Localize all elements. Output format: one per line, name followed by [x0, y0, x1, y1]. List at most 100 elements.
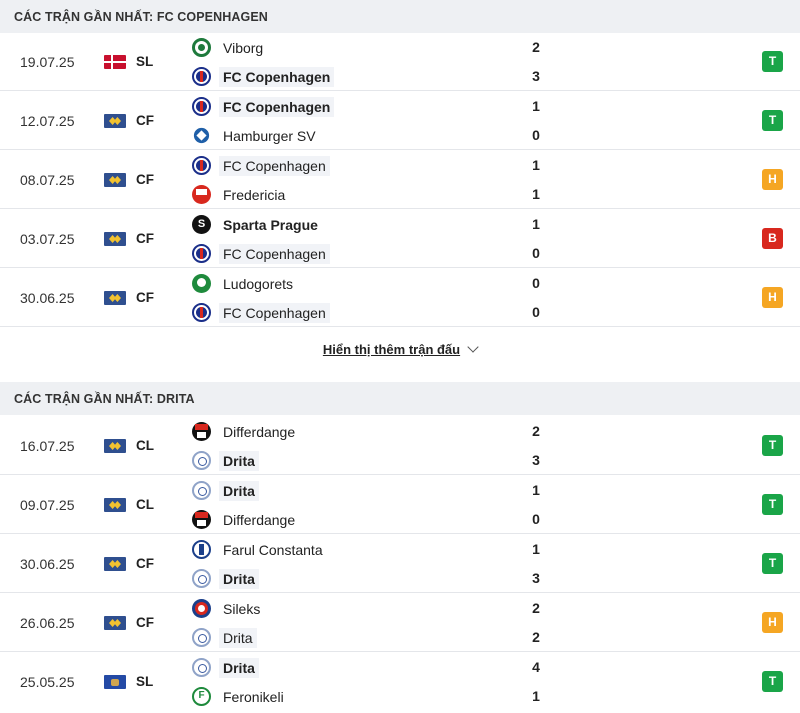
competition-code: CF [136, 172, 154, 187]
sileks-logo-icon [192, 599, 211, 618]
competition-code: CF [136, 113, 154, 128]
team-name: Sparta Prague [223, 216, 318, 233]
europe-flag-icon [104, 173, 126, 187]
away-score: 3 [532, 570, 540, 586]
feronikeli-logo-icon [192, 687, 211, 706]
match-date: 30.06.25 [20, 556, 75, 572]
home-team: Differdange [192, 417, 295, 446]
team-name: FC Copenhagen [219, 243, 330, 264]
team-name: Feronikeli [223, 688, 284, 705]
team-name: Farul Constanta [223, 541, 323, 558]
fc-copenhagen-logo-icon [192, 67, 211, 86]
section-header-drita: CÁC TRẬN GẦN NHẤT: DRITA [0, 382, 800, 415]
away-team: Drita [192, 623, 257, 652]
ludogorets-logo-icon [192, 274, 211, 293]
kosovo-flag-icon [104, 675, 126, 689]
home-score: 1 [532, 482, 540, 498]
home-team: FC Copenhagen [192, 151, 330, 180]
europe-flag-icon [104, 439, 126, 453]
away-team: Drita [192, 446, 259, 475]
away-team: Fredericia [192, 180, 285, 209]
home-score: 2 [532, 39, 540, 55]
competition-code: CL [136, 497, 154, 512]
drita-logo-icon [192, 481, 211, 500]
match-row[interactable]: 25.05.25 SL Drita Feronikeli 4 1 T [0, 653, 800, 711]
team-name: FC Copenhagen [219, 66, 335, 87]
away-team: FC Copenhagen [192, 298, 330, 327]
differdange-logo-icon [192, 510, 211, 529]
away-score: 0 [532, 304, 540, 320]
section-title: CÁC TRẬN GẦN NHẤT: FC COPENHAGEN [14, 9, 268, 24]
team-name: Drita [219, 627, 257, 648]
drita-logo-icon [192, 569, 211, 588]
drita-logo-icon [192, 451, 211, 470]
result-badge: T [762, 494, 783, 515]
away-score: 0 [532, 127, 540, 143]
team-name: FC Copenhagen [219, 302, 330, 323]
home-team: FC Copenhagen [192, 92, 335, 121]
match-date: 30.06.25 [20, 290, 75, 306]
match-row[interactable]: 08.07.25 CF FC Copenhagen Fredericia 1 1… [0, 151, 800, 209]
fc-copenhagen-logo-icon [192, 303, 211, 322]
match-row[interactable]: 16.07.25 CL Differdange Drita 2 3 T [0, 417, 800, 475]
away-score: 3 [532, 68, 540, 84]
home-team: Ludogorets [192, 269, 293, 298]
match-date: 25.05.25 [20, 674, 75, 690]
europe-flag-icon [104, 114, 126, 128]
competition-code: SL [136, 54, 154, 69]
away-score: 2 [532, 629, 540, 645]
home-team: Sparta Prague [192, 210, 318, 239]
match-row[interactable]: 12.07.25 CF FC Copenhagen Hamburger SV 1… [0, 92, 800, 150]
result-badge: T [762, 51, 783, 72]
fc-copenhagen-logo-icon [192, 244, 211, 263]
team-name: Drita [219, 568, 259, 589]
europe-flag-icon [104, 291, 126, 305]
section-header-copenhagen: CÁC TRẬN GẦN NHẤT: FC COPENHAGEN [0, 0, 800, 33]
team-name: Viborg [223, 39, 264, 56]
competition-code: CL [136, 438, 154, 453]
result-badge: T [762, 671, 783, 692]
away-score: 1 [532, 186, 540, 202]
team-name: Fredericia [223, 186, 286, 203]
result-badge: H [762, 287, 783, 308]
sparta-prague-logo-icon [192, 215, 211, 234]
match-date: 03.07.25 [20, 231, 75, 247]
home-team: Drita [192, 653, 259, 682]
home-score: 1 [532, 157, 540, 173]
chevron-down-icon[interactable] [467, 341, 479, 353]
result-badge: T [762, 435, 783, 456]
hamburger-sv-logo-icon [190, 124, 213, 147]
match-row[interactable]: 26.06.25 CF Sileks Drita 2 2 H [0, 594, 800, 652]
away-team: FC Copenhagen [192, 62, 335, 91]
match-row[interactable]: 03.07.25 CF Sparta Prague FC Copenhagen … [0, 210, 800, 268]
result-badge: H [762, 612, 783, 633]
match-row[interactable]: 19.07.25 SL Viborg FC Copenhagen 2 3 T [0, 33, 800, 91]
show-more-matches-link[interactable]: Hiển thị thêm trận đấu [0, 340, 800, 360]
home-score: 2 [532, 423, 540, 439]
home-team: Sileks [192, 594, 260, 623]
europe-flag-icon [104, 232, 126, 246]
away-score: 3 [532, 452, 540, 468]
team-name: FC Copenhagen [219, 155, 330, 176]
show-more-label[interactable]: Hiển thị thêm trận đấu [322, 342, 461, 357]
match-date: 08.07.25 [20, 172, 75, 188]
team-name: Hamburger SV [223, 127, 316, 144]
home-score: 1 [532, 541, 540, 557]
match-row[interactable]: 30.06.25 CF Farul Constanta Drita 1 3 T [0, 535, 800, 593]
result-badge: T [762, 553, 783, 574]
home-team: Viborg [192, 33, 263, 62]
europe-flag-icon [104, 557, 126, 571]
team-name: Drita [219, 480, 259, 501]
competition-code: CF [136, 556, 154, 571]
match-row[interactable]: 09.07.25 CL Drita Differdange 1 0 T [0, 476, 800, 534]
away-score: 0 [532, 245, 540, 261]
result-badge: H [762, 169, 783, 190]
team-name: Drita [219, 657, 259, 678]
match-row[interactable]: 30.06.25 CF Ludogorets FC Copenhagen 0 0… [0, 269, 800, 327]
viborg-logo-icon [192, 38, 211, 57]
match-date: 19.07.25 [20, 54, 75, 70]
europe-flag-icon [104, 498, 126, 512]
competition-code: SL [136, 674, 154, 689]
home-score: 0 [532, 275, 540, 291]
competition-code: CF [136, 290, 154, 305]
